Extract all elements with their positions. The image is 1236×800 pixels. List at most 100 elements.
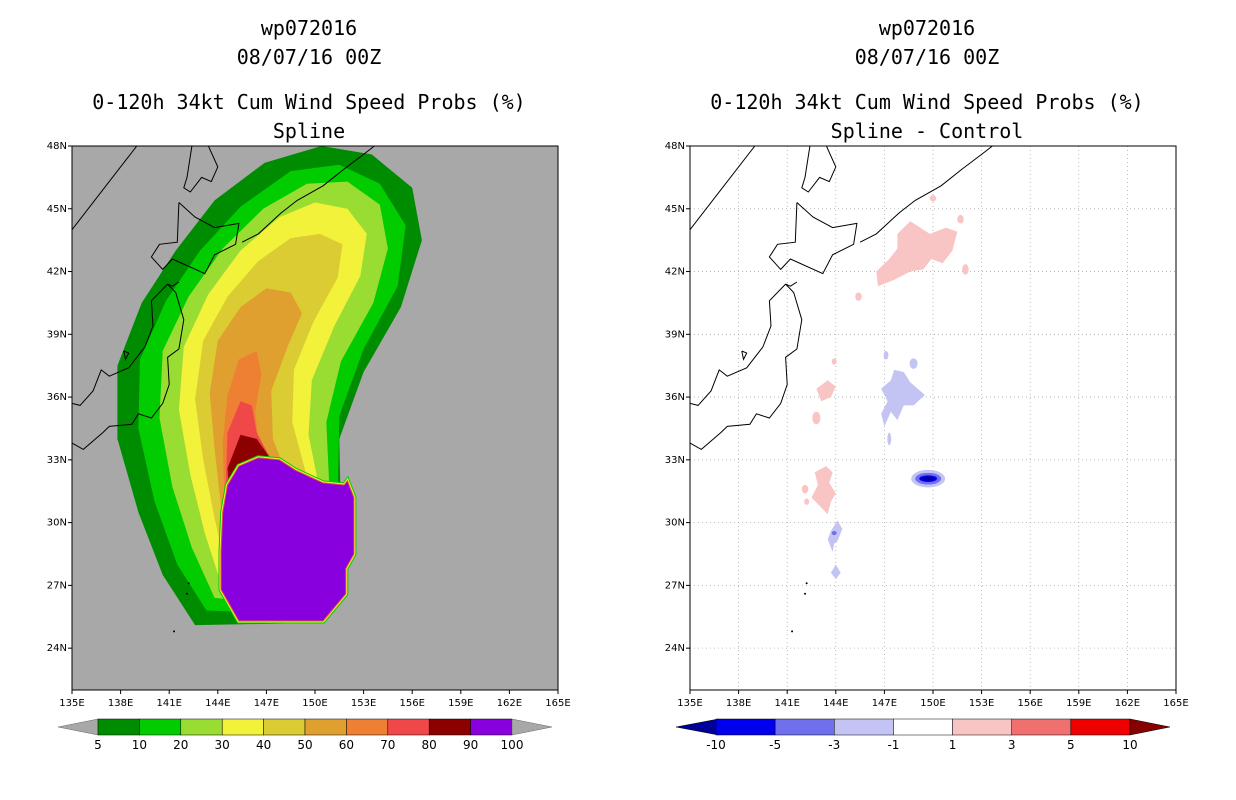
coastline-1-0	[690, 146, 756, 231]
right-subtitle: Spline - Control	[830, 119, 1024, 143]
lon-tick-label-0-9: 162E	[497, 698, 522, 709]
diff-positive-36n	[816, 380, 836, 402]
island-1-1	[804, 592, 807, 595]
lon-tick-label-1-3: 144E	[823, 698, 848, 709]
diff-positive-dot-7	[801, 484, 809, 494]
diff-positive-dot-2	[929, 195, 937, 202]
coastline-1-6	[741, 350, 748, 361]
prob-contour-100	[220, 457, 355, 622]
colorbar-0-label-9: 90	[463, 738, 478, 752]
colorbar-0-box-8	[428, 718, 471, 736]
diff-positive-dot-8	[804, 498, 810, 505]
diff-negative-36n	[881, 369, 925, 427]
lat-tick-label-1-6: 42N	[665, 267, 685, 278]
colorbar-1-label-0: -10	[706, 738, 726, 752]
lon-tick-label-1-5: 150E	[920, 698, 945, 709]
lon-tick-label-0-10: 165E	[545, 698, 570, 709]
lat-tick-label-0-3: 33N	[47, 455, 67, 466]
colorbar-1-label-4: 1	[949, 738, 957, 752]
island-1-2	[791, 630, 794, 633]
lat-tick-label-0-5: 39N	[47, 329, 67, 340]
left-shading-group	[72, 146, 422, 633]
right-map-panel	[690, 146, 1176, 690]
colorbar-0-label-2: 20	[173, 738, 188, 752]
right-datetime: 08/07/16 00Z	[854, 45, 1000, 69]
colorbar-1-label-5: 3	[1008, 738, 1016, 752]
right-title-block: wp072016 08/07/16 00Z	[618, 14, 1236, 72]
lon-tick-label-0-6: 153E	[351, 698, 376, 709]
colorbar-0-label-6: 60	[339, 738, 354, 752]
lon-tick-label-0-1: 138E	[108, 698, 133, 709]
diff-positive-dot-3	[962, 264, 969, 275]
left-subtitle: Spline	[272, 119, 346, 143]
lon-tick-label-1-10: 165E	[1163, 698, 1188, 709]
lon-tick-label-1-1: 138E	[726, 698, 751, 709]
coastline-0-3	[72, 283, 185, 451]
lat-tick-label-0-7: 45N	[47, 204, 67, 215]
colorbar-0-label-4: 40	[256, 738, 271, 752]
coastline-1-1	[801, 146, 837, 193]
diff-positive-31n	[811, 466, 836, 515]
axes-panel-1: 135E 138E 141E 144E 147E 150E 153E 156E 159E 162E…	[665, 141, 1189, 709]
colorbar-1-label-6: 5	[1067, 738, 1075, 752]
lat-tick-label-1-8: 48N	[665, 141, 685, 152]
colorbar-1-box-6	[1070, 718, 1131, 736]
colorbar-1-label-3: -1	[887, 738, 899, 752]
lat-tick-label-0-2: 30N	[47, 518, 67, 529]
colorbar-1-box-0	[715, 718, 776, 736]
colorbar-1-high-arrow	[1129, 718, 1171, 736]
colorbar-0-box-0	[97, 718, 140, 736]
colorbar-0-label-1: 10	[132, 738, 147, 752]
diff-positive-dot-6	[812, 411, 821, 425]
colorbar-0-box-9	[470, 718, 513, 736]
coastline-0-7	[167, 281, 180, 287]
lat-tick-label-0-0: 24N	[47, 643, 67, 654]
diff-positive-dot-1	[957, 215, 964, 224]
lat-tick-label-0-4: 36N	[47, 392, 67, 403]
colorbar-1-box-5	[1011, 718, 1072, 736]
diff-negative-29n-core	[831, 530, 837, 536]
coastline-0-6	[123, 350, 130, 361]
colorbar-0-box-4	[263, 718, 306, 736]
coastline-0-5	[241, 146, 376, 243]
colorbar-0-box-6	[346, 718, 389, 736]
right-product-title: 0-120h 34kt Cum Wind Speed Probs (%)	[710, 90, 1144, 114]
diff-negative-dot-3	[887, 432, 892, 446]
lat-tick-label-1-0: 24N	[665, 643, 685, 654]
diff-positive-dot-5	[831, 358, 837, 365]
colorbar-0-label-3: 30	[215, 738, 230, 752]
coastline-1-7	[785, 281, 798, 287]
diff-negative-32n-core	[922, 476, 934, 481]
colorbar-1-label-7: 10	[1122, 738, 1137, 752]
lat-tick-label-1-4: 36N	[665, 392, 685, 403]
colorbar-0: 5 10 20 30 40 50 60 70 80 90 100	[57, 718, 553, 752]
lon-tick-label-1-2: 141E	[774, 698, 799, 709]
left-product-title: 0-120h 34kt Cum Wind Speed Probs (%)	[92, 90, 526, 114]
colorbar-0-label-10: 100	[501, 738, 524, 752]
colorbar-0-label-0: 5	[94, 738, 102, 752]
colorbar-1-box-3	[893, 718, 953, 736]
colorbar-1: -10 -5 -3 -1 1 3 5 10	[675, 718, 1171, 752]
island-0-1	[186, 592, 189, 595]
coastline-1-4	[690, 283, 786, 406]
diff-negative-dot-2	[909, 358, 918, 369]
right-shading-group	[690, 146, 1176, 690]
diff-positive-dot-4	[855, 292, 862, 301]
lat-tick-label-1-1: 27N	[665, 580, 685, 591]
left-storm-id: wp072016	[260, 16, 358, 40]
colorbar-0-label-7: 70	[380, 738, 395, 752]
colorbar-1-low-arrow	[675, 718, 719, 736]
lon-tick-label-0-4: 147E	[254, 698, 279, 709]
lat-tick-label-1-3: 33N	[665, 455, 685, 466]
lat-tick-label-1-2: 30N	[665, 518, 685, 529]
lon-tick-label-0-2: 141E	[156, 698, 181, 709]
lon-tick-label-0-8: 159E	[448, 698, 473, 709]
lon-tick-label-0-7: 156E	[399, 698, 424, 709]
colorbar-1-box-4	[952, 718, 1012, 736]
diff-positive-hokkaido	[876, 221, 958, 287]
colorbar-0-box-7	[387, 718, 430, 736]
lon-tick-label-0-5: 150E	[302, 698, 327, 709]
lon-tick-label-1-4: 147E	[872, 698, 897, 709]
lon-tick-label-1-7: 156E	[1017, 698, 1042, 709]
